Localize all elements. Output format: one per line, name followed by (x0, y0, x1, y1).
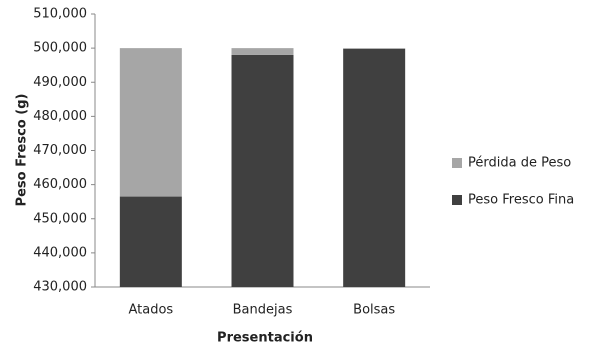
y-tick-label: 510,000 (33, 7, 87, 22)
x-tick-label: Bandejas (233, 303, 293, 318)
y-tick-label: 450,000 (33, 211, 87, 226)
y-tick-label: 470,000 (33, 143, 87, 158)
y-tick-label: 500,000 (33, 41, 87, 56)
y-tick-label: 440,000 (33, 245, 87, 260)
y-tick-label: 480,000 (33, 109, 87, 124)
y-tick-label: 490,000 (33, 75, 87, 90)
x-tick-label: Bolsas (353, 303, 395, 318)
legend-swatch (452, 195, 462, 205)
bar-segment (231, 54, 294, 288)
x-axis-title: Presentación (217, 331, 313, 346)
bar-segment (119, 48, 182, 197)
y-tick-label: 460,000 (33, 177, 87, 192)
bar-segment (231, 48, 294, 55)
x-tick-label: Atados (128, 303, 173, 318)
bar-segment (343, 48, 406, 288)
legend-label: Peso Fresco Fina (468, 193, 574, 208)
bar-segment (119, 196, 182, 287)
legend-label: Pérdida de Peso (468, 156, 571, 171)
y-axis-title: Peso Fresco (g) (15, 94, 30, 207)
y-tick-label: 430,000 (33, 280, 87, 295)
bar-segment (343, 48, 406, 49)
legend-swatch (452, 158, 462, 168)
